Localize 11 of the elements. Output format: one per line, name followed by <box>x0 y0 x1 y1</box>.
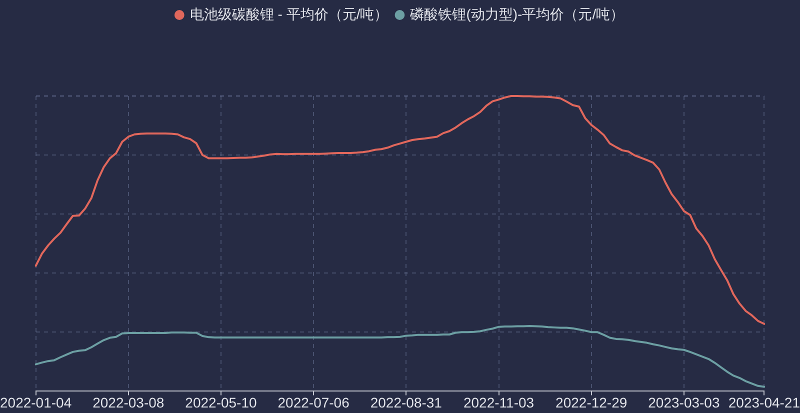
x-tick-label: 2023-03-03 <box>648 394 720 410</box>
x-tick-label: 2022-12-29 <box>556 394 628 410</box>
x-tick-label: 2022-08-31 <box>370 394 442 410</box>
x-tick-label: 2022-05-10 <box>185 394 258 410</box>
x-tick-label: 2023-04-21 <box>728 394 800 410</box>
x-tick-label: 2022-11-03 <box>463 394 534 410</box>
legend-label: 磷酸铁锂(动力型)-平均价（元/吨） <box>409 6 624 22</box>
x-tick-label: 2022-03-08 <box>92 394 164 410</box>
x-tick-label: 2022-07-06 <box>278 394 350 410</box>
x-tick-label: 2022-01-04 <box>0 394 72 410</box>
legend-label: 电池级碳酸锂 - 平均价（元/吨） <box>190 6 388 22</box>
